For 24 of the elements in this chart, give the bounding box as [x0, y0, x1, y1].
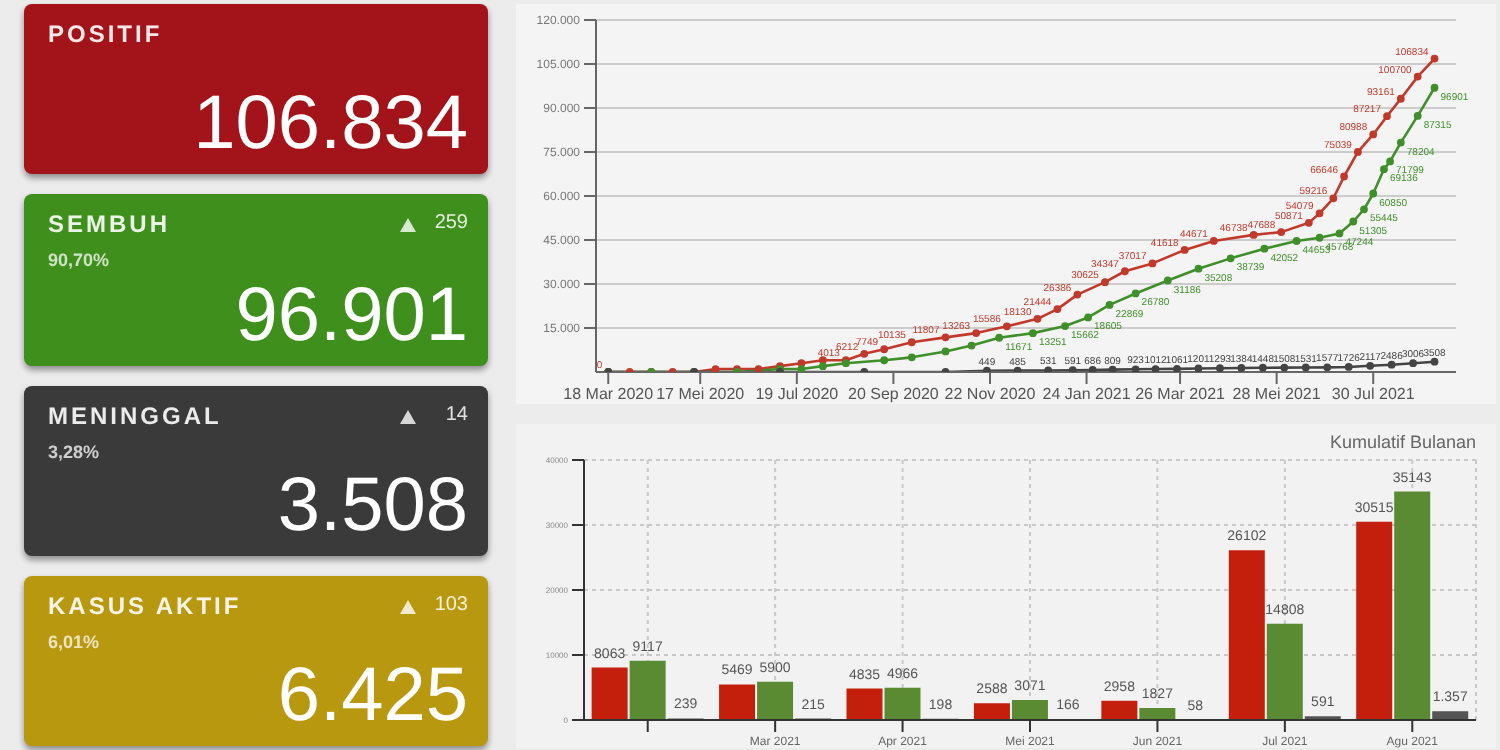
x-tick-label: 28 Mei 2021	[1232, 385, 1322, 404]
category-label: KASUS AKTIF	[48, 591, 242, 620]
data-label: 14	[445, 403, 468, 425]
category-label: SEMBUH	[48, 210, 171, 239]
category-label: POSITIF	[48, 20, 163, 48]
x-tick-label: 17 Mei 2020	[656, 385, 746, 404]
x-tick-label: 24 Jan 2021	[1042, 385, 1132, 404]
data-label: 3,28%	[48, 441, 100, 461]
x-tick-label: 18 Mar 2020	[563, 385, 655, 404]
data-label: 6,01%	[48, 631, 100, 652]
category-label: MENINGGAL	[48, 401, 222, 429]
data-label: 259	[434, 212, 468, 235]
x-tick-label: 19 Jul 2020	[755, 385, 840, 404]
data-label: 3.508	[277, 463, 468, 548]
data-label: 103	[434, 593, 468, 616]
data-label: 96.901	[235, 273, 468, 357]
data-label: 106.834	[193, 82, 468, 167]
x-tick-label: 26 Mar 2021	[1135, 385, 1227, 404]
x-tick-label: 22 Nov 2020	[944, 385, 1037, 404]
chart-title: Kumulatif Bulanan	[1329, 432, 1476, 452]
x-tick-label: 20 Sep 2020	[848, 385, 940, 404]
data-label: 90,70%	[48, 250, 110, 271]
x-tick-label: 30 Jul 2021	[1331, 385, 1416, 404]
data-label: 6.425	[277, 654, 468, 738]
